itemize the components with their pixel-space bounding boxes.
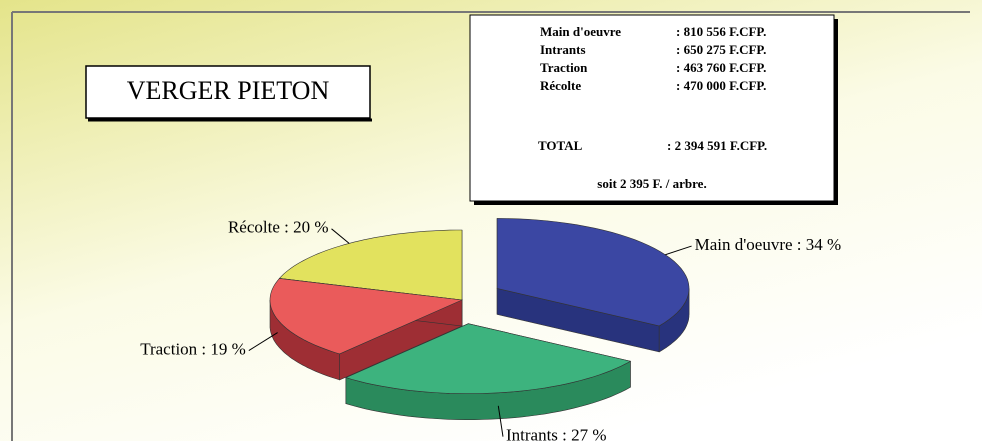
cost-label: Main d'oeuvre [540,24,621,39]
chart-title: VERGER PIETON [127,76,330,105]
leader-line [497,405,504,437]
leader-line [331,228,350,244]
title-box [85,65,371,119]
cost-value: : 463 760 F.CFP. [676,60,766,75]
slice-label: Intrants : 27 % [506,426,607,441]
slice-label: Récolte : 20 % [228,218,329,237]
slice [345,323,632,394]
cost-value: : 650 275 F.CFP. [676,42,766,57]
cost-box: Main d'oeuvre : 810 556 F.CFP. Intrants : 6… [469,14,838,205]
slice-label: Main d'oeuvre : 34 % [695,235,842,254]
cost-value: : 810 556 F.CFP. [676,24,766,39]
cost-label: Traction [540,60,588,75]
slice-label: Traction : 19 % [140,339,246,358]
note: soit 2 395 F. / arbre. [597,176,706,191]
leader-line [665,245,692,256]
total-value: : 2 394 591 F.CFP. [667,138,767,153]
cost-box-frame [469,14,835,202]
slice [269,278,464,355]
cost-label: Intrants [540,42,586,57]
leader-line [248,332,278,351]
cost-value: : 470 000 F.CFP. [676,78,766,93]
total-label: TOTAL [538,138,583,153]
cost-label: Récolte [540,78,581,93]
